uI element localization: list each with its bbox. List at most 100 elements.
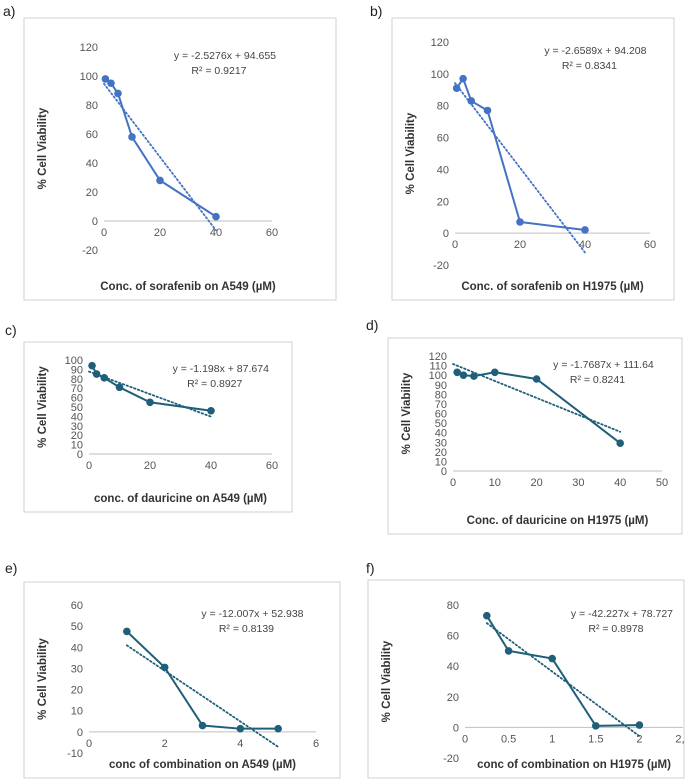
trendline-equation: y = -2.6589x + 94.208 <box>544 45 646 57</box>
y-tick-label: -20 <box>443 753 459 765</box>
trendline-equation: y = -1.7687x + 111.64 <box>553 359 654 371</box>
y-tick-label: 120 <box>80 42 98 54</box>
data-point <box>483 611 491 620</box>
r-squared-label: R² = 0.8241 <box>570 374 625 386</box>
trendline <box>454 82 586 254</box>
trendline <box>125 644 280 748</box>
chart-frame <box>23 17 337 301</box>
x-axis-title: Conc. of sorafenib on A549 (µM) <box>100 281 276 293</box>
x-axis-title: Conc. of sorafenib on H1975 (µM) <box>461 281 644 293</box>
trendline-equation: y = -2.5276x + 94.655 <box>174 50 276 62</box>
data-point <box>548 654 556 663</box>
x-tick-label: 30 <box>572 477 584 489</box>
panel-label-f: f) <box>366 560 375 576</box>
x-tick-label: 0 <box>450 477 456 489</box>
x-tick-label: 40 <box>614 477 626 489</box>
y-axis-title: % Cell Viability <box>37 366 49 448</box>
r-squared-label: R² = 0.8139 <box>219 623 274 635</box>
trendline-equation: y = -1.198x + 87.674 <box>173 363 269 375</box>
y-tick-label: 120 <box>429 351 447 363</box>
y-tick-label: 20 <box>435 447 447 459</box>
data-point <box>483 106 492 115</box>
y-tick-label: 60 <box>71 600 83 612</box>
x-tick-label: 2 <box>636 733 642 745</box>
y-tick-label: -20 <box>82 245 98 257</box>
data-point <box>453 368 461 377</box>
trendline-equation: y = -12.007x + 52.938 <box>201 608 303 620</box>
data-point <box>107 79 115 88</box>
x-tick-label: 0 <box>86 738 92 750</box>
y-tick-label: 80 <box>447 600 459 612</box>
y-tick-label: 80 <box>71 374 83 386</box>
chart-frame <box>23 581 341 779</box>
x-tick-label: 4 <box>237 738 243 750</box>
panel-label-c: c) <box>5 322 17 338</box>
data-point <box>532 375 541 383</box>
data-point <box>88 361 96 370</box>
y-tick-label: 80 <box>435 389 447 401</box>
data-point <box>236 724 245 733</box>
x-tick-label: 2,5 <box>675 733 685 745</box>
panel-label-b: b) <box>370 3 383 19</box>
data-point <box>459 74 467 83</box>
x-axis-title: conc. of dauricine on A549 (µM) <box>94 493 267 505</box>
panel-label-d: d) <box>366 317 379 333</box>
x-tick-label: 20 <box>154 227 166 239</box>
y-tick-label: 100 <box>431 69 449 81</box>
y-tick-label: 60 <box>447 631 459 643</box>
x-tick-label: 0 <box>462 733 468 745</box>
data-point <box>470 372 478 380</box>
chart-frame <box>367 579 685 779</box>
y-tick-label: 0 <box>443 228 449 240</box>
x-tick-label: 10 <box>489 477 501 489</box>
y-axis-title: % Cell Viability <box>37 107 49 189</box>
y-tick-label: 30 <box>71 421 83 433</box>
data-point <box>92 370 101 378</box>
y-tick-label: 20 <box>71 685 83 697</box>
y-tick-label: -10 <box>67 748 83 760</box>
y-tick-label: 40 <box>71 642 83 654</box>
data-point <box>115 383 124 392</box>
trendline <box>88 370 212 418</box>
y-tick-label: 0 <box>77 727 83 739</box>
x-tick-label: 20 <box>530 477 542 489</box>
x-tick-label: 0 <box>86 460 92 472</box>
chart-frame <box>391 17 675 301</box>
x-tick-label: 60 <box>266 460 278 472</box>
chart-frame <box>23 341 293 513</box>
x-axis-title: conc of combination on A549 (µM) <box>109 759 296 771</box>
r-squared-label: R² = 0.8978 <box>588 623 643 635</box>
y-tick-label: 50 <box>71 621 83 633</box>
y-tick-label: 40 <box>437 164 449 176</box>
y-tick-label: 20 <box>447 692 459 704</box>
y-tick-label: 0 <box>453 722 459 734</box>
data-point <box>100 374 109 382</box>
y-tick-label: 60 <box>435 409 447 421</box>
trendline-equation: y = -42.227x + 78.727 <box>571 608 673 620</box>
x-tick-label: 40 <box>205 460 217 472</box>
trendline <box>485 622 641 738</box>
data-point <box>635 721 644 729</box>
data-point <box>459 371 468 379</box>
x-tick-label: 20 <box>514 239 526 251</box>
x-tick-label: 50 <box>656 477 668 489</box>
y-tick-label: 0 <box>77 449 83 461</box>
y-tick-label: 40 <box>71 411 83 423</box>
x-tick-label: 6 <box>313 738 319 750</box>
data-point <box>581 226 589 234</box>
y-tick-label: 40 <box>435 428 447 440</box>
x-tick-label: 1 <box>549 733 555 745</box>
x-tick-label: 0 <box>101 227 107 239</box>
y-tick-label: 100 <box>65 355 83 367</box>
y-tick-label: 20 <box>71 430 83 442</box>
data-point <box>467 97 476 105</box>
y-axis-title: % Cell Viability <box>405 112 417 194</box>
y-tick-label: 20 <box>86 187 98 199</box>
y-tick-label: 30 <box>71 663 83 675</box>
data-point <box>198 721 207 730</box>
y-tick-label: 0 <box>92 216 98 228</box>
